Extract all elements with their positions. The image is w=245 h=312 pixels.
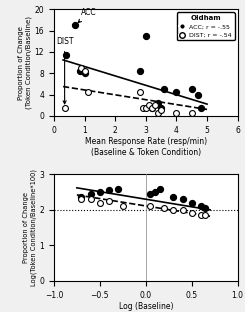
Point <box>144 105 148 110</box>
Point <box>79 66 83 71</box>
Point <box>199 213 203 218</box>
Point <box>174 111 178 116</box>
Legend: ACC; r = -.55, DIST; r = -.54: ACC; r = -.55, DIST; r = -.54 <box>177 12 234 41</box>
Point <box>138 89 142 94</box>
Point <box>181 207 184 212</box>
Point <box>74 23 77 28</box>
X-axis label: Mean Response Rate (resp/min)
(Baseline & Token Condition): Mean Response Rate (resp/min) (Baseline … <box>85 137 207 157</box>
Text: DIST: DIST <box>56 37 73 104</box>
Point <box>159 105 163 110</box>
Point <box>78 68 82 73</box>
Y-axis label: Proportion of Change
Log(Token Condition/Baseline*100): Proportion of Change Log(Token Condition… <box>23 169 37 286</box>
Point <box>83 71 86 76</box>
Point <box>190 111 194 116</box>
Point <box>158 186 161 191</box>
Point <box>89 197 93 202</box>
Point <box>153 190 157 195</box>
Point <box>156 100 160 105</box>
Point <box>107 188 111 193</box>
Point <box>63 105 67 110</box>
Point <box>107 198 111 203</box>
Point <box>144 33 148 38</box>
Point <box>162 206 166 211</box>
Point <box>196 92 200 97</box>
Point <box>80 197 84 202</box>
Point <box>172 195 175 200</box>
Point <box>204 213 208 218</box>
Point <box>116 186 120 191</box>
Point <box>98 200 102 205</box>
Point <box>138 68 142 73</box>
Point <box>204 206 208 211</box>
Y-axis label: Proportion of Change
(Token Condition/Baseline): Proportion of Change (Token Condition/Ba… <box>18 16 32 109</box>
Point <box>199 204 203 209</box>
Point <box>150 105 154 110</box>
Point <box>121 204 125 209</box>
Point <box>80 195 84 200</box>
Point <box>86 89 90 94</box>
Point <box>172 207 175 212</box>
Text: ACC: ACC <box>78 8 97 22</box>
Point <box>199 105 203 110</box>
Point <box>89 191 93 196</box>
Point <box>148 191 152 196</box>
Point <box>156 111 160 116</box>
Point <box>148 204 152 209</box>
Point <box>190 200 194 205</box>
X-axis label: Log (Baseline): Log (Baseline) <box>119 302 173 311</box>
Point <box>162 87 166 92</box>
Point <box>147 103 151 108</box>
Point <box>150 105 154 110</box>
Point <box>181 197 184 202</box>
Point <box>190 211 194 216</box>
Point <box>153 103 157 108</box>
Point <box>141 105 145 110</box>
Point <box>190 87 194 92</box>
Point <box>64 52 68 57</box>
Point <box>159 108 163 113</box>
Point <box>83 68 86 73</box>
Point <box>174 89 178 94</box>
Point <box>98 190 102 195</box>
